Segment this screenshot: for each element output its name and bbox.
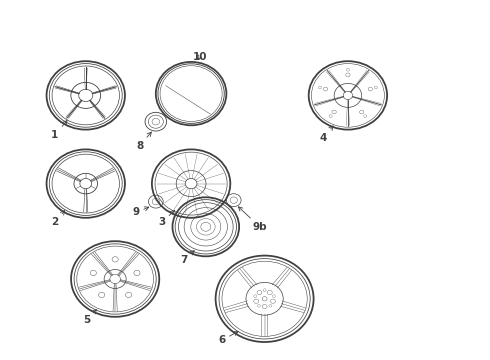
Text: 3: 3 (158, 210, 175, 228)
Text: 7: 7 (180, 251, 194, 265)
Text: 6: 6 (219, 332, 238, 345)
Text: 10: 10 (193, 51, 207, 62)
Text: 4: 4 (319, 126, 333, 143)
Text: 2: 2 (51, 211, 65, 228)
Text: 9: 9 (133, 207, 149, 217)
Text: 5: 5 (84, 310, 97, 325)
Text: 1: 1 (51, 121, 67, 140)
Text: 8: 8 (136, 132, 151, 151)
Text: 9b: 9b (238, 207, 267, 232)
